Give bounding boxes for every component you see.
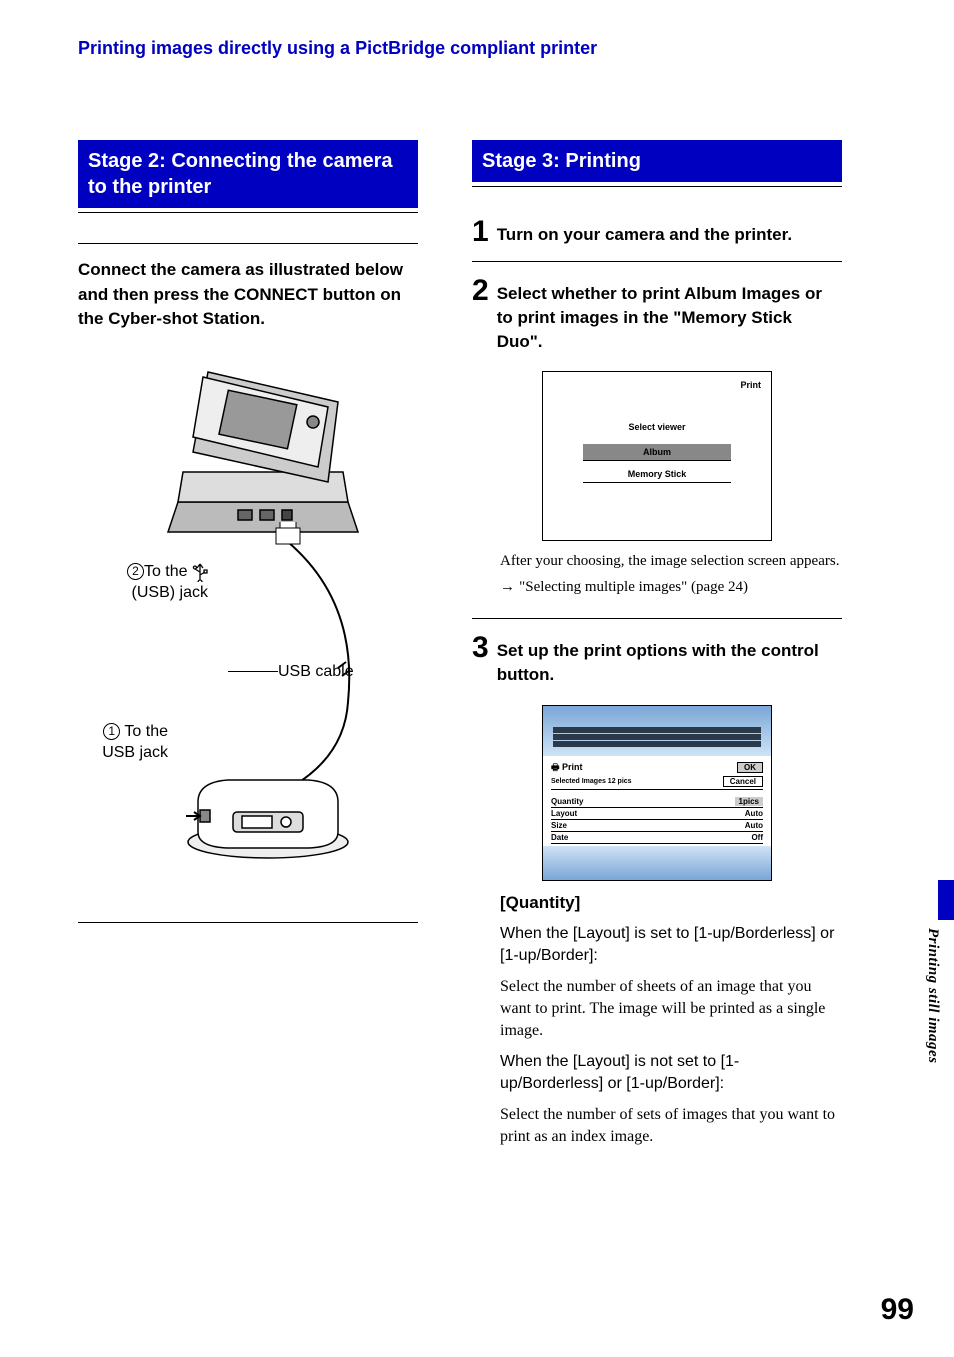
row-val: 1pics xyxy=(735,797,763,806)
side-tab: Printing still images xyxy=(924,880,954,1064)
page-number: 99 xyxy=(881,1293,914,1327)
see-reference: → "Selecting multiple images" (page 24) xyxy=(500,576,842,598)
connection-illustration: 2To the (USB) jack USB cable 1 To the US… xyxy=(78,352,418,892)
screen1-print-label: Print xyxy=(740,380,761,390)
step-number: 1 xyxy=(472,217,489,247)
heading-underline xyxy=(472,186,842,187)
stage3-heading: Stage 3: Printing xyxy=(472,140,842,182)
see-ref-text: "Selecting multiple images" (page 24) xyxy=(519,579,748,595)
right-column: Stage 3: Printing 1 Turn on your camera … xyxy=(472,140,842,1148)
row-val: Off xyxy=(751,833,763,842)
label1-usb-jack: USB jack xyxy=(102,744,168,761)
label-usb-jack-text: (USB) jack xyxy=(132,584,208,601)
screen-print-options: 🖶 Print OK Selected Images 12 pics Cance… xyxy=(542,705,772,881)
screen2-sky xyxy=(543,706,771,756)
screen2-selected: Selected Images 12 pics xyxy=(551,778,632,785)
divider xyxy=(472,618,842,619)
step-1: 1 Turn on your camera and the printer. xyxy=(472,217,842,247)
quantity-heading: [Quantity] xyxy=(500,891,842,915)
quantity-body-2: Select the number of sets of images that… xyxy=(500,1104,842,1149)
step-number: 3 xyxy=(472,633,489,663)
quantity-when-1: When the [Layout] is set to [1-up/Border… xyxy=(500,923,842,968)
screen2-row: Quantity 1pics xyxy=(551,796,763,808)
screen1-option-memory-stick: Memory Stick xyxy=(583,466,731,483)
printer-illustration xyxy=(178,752,358,862)
step-2: 2 Select whether to print Album Images o… xyxy=(472,276,842,353)
screen2-row: Layout Auto xyxy=(551,808,763,820)
screen2-cancel-btn: Cancel xyxy=(723,776,763,787)
label-to-the: To the xyxy=(144,563,188,580)
screen2-panel: 🖶 Print OK Selected Images 12 pics Cance… xyxy=(543,756,771,846)
divider xyxy=(472,261,842,262)
usb-icon xyxy=(192,562,208,582)
label-usb-cable: USB cable xyxy=(228,662,368,683)
row-key: Size xyxy=(551,821,567,830)
usb-cable-text: USB cable xyxy=(278,663,354,680)
after-choosing-note: After your choosing, the image selection… xyxy=(500,551,842,572)
stage2-intro: Connect the camera as illustrated below … xyxy=(78,258,418,332)
side-tab-text: Printing still images xyxy=(924,928,941,1064)
circled-2-icon: 2 xyxy=(127,563,144,580)
screen-select-viewer: Print Select viewer Album Memory Stick xyxy=(542,371,772,541)
row-key: Date xyxy=(551,833,568,842)
row-val: Auto xyxy=(745,809,763,818)
quantity-body-1: Select the number of sheets of an image … xyxy=(500,976,842,1043)
row-key: Quantity xyxy=(551,797,583,806)
screen2-row: Size Auto xyxy=(551,820,763,832)
arrow-icon: → xyxy=(500,578,519,595)
screen1-select-viewer: Select viewer xyxy=(543,422,771,432)
step-2-text: Select whether to print Album Images or … xyxy=(497,276,842,353)
stage2-heading: Stage 2: Connecting the camera to the pr… xyxy=(78,140,418,208)
step-1-text: Turn on your camera and the printer. xyxy=(497,217,792,247)
screen2-row: Date Off xyxy=(551,832,763,844)
screen2-rows: Quantity 1pics Layout Auto Size Auto Date Of… xyxy=(551,796,763,844)
heading-underline xyxy=(78,212,418,213)
quantity-when-2: When the [Layout] is not set to [1-up/Bo… xyxy=(500,1051,842,1096)
label1-to-the: To the xyxy=(124,723,168,740)
circled-1-icon: 1 xyxy=(103,723,120,740)
label-usb-jack-1: 1 To the USB jack xyxy=(68,722,168,764)
step-3-text: Set up the print options with the contro… xyxy=(497,633,842,687)
screen2-ok-btn: OK xyxy=(737,762,763,773)
step-number: 2 xyxy=(472,276,489,306)
row-key: Layout xyxy=(551,809,577,818)
label-usb-jack-2: 2To the (USB) jack xyxy=(78,562,208,604)
page-header: Printing images directly using a PictBri… xyxy=(78,38,597,59)
screen2-ground xyxy=(543,846,771,880)
divider xyxy=(78,243,418,244)
step-3: 3 Set up the print options with the cont… xyxy=(472,633,842,687)
row-val: Auto xyxy=(745,821,763,830)
divider xyxy=(78,922,418,923)
screen1-option-album: Album xyxy=(583,444,731,461)
left-column: Stage 2: Connecting the camera to the pr… xyxy=(78,140,418,937)
side-tab-marker xyxy=(938,880,954,920)
screen2-print-hdr: Print xyxy=(562,762,583,772)
